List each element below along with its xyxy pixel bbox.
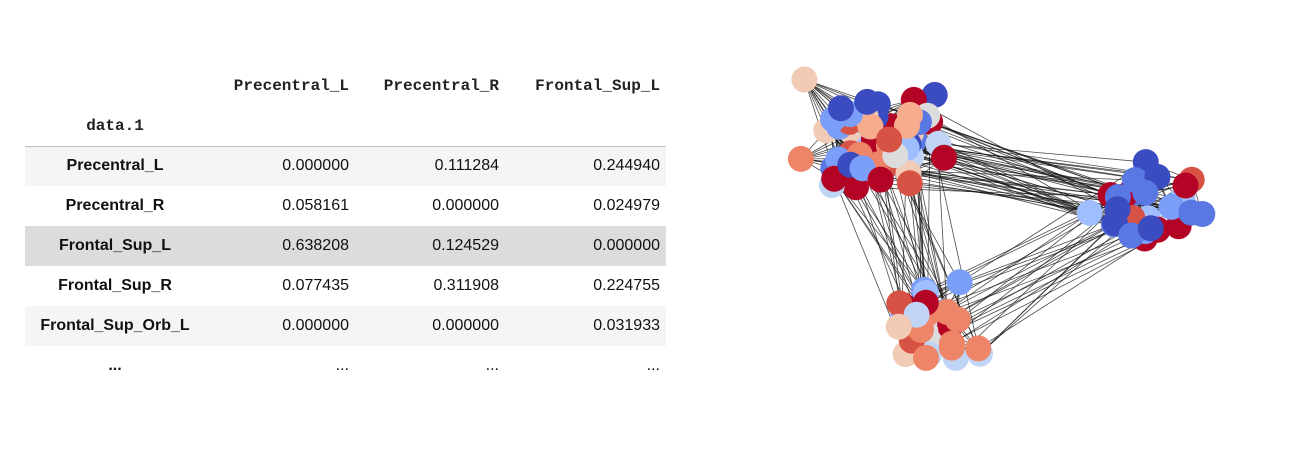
graph-edge bbox=[944, 222, 1116, 313]
graph-node bbox=[1132, 179, 1159, 206]
graph-node bbox=[1158, 193, 1185, 220]
table-cell: 0.124529 bbox=[432, 237, 499, 254]
graph-node bbox=[913, 344, 939, 371]
graph-edge bbox=[944, 212, 1090, 313]
row-label: Frontal_Sup_Orb_L bbox=[40, 317, 190, 334]
graph-nodes bbox=[787, 66, 1216, 371]
graph-node bbox=[867, 166, 894, 193]
network-graph-canvas bbox=[787, 66, 1216, 371]
dataframe-output: Precentral_L Precentral_R Frontal_Sup_L … bbox=[25, 66, 666, 386]
table-cell: ... bbox=[485, 357, 499, 374]
column-header-row: Precentral_L Precentral_R Frontal_Sup_L bbox=[25, 66, 666, 106]
graph-edge bbox=[909, 114, 1132, 195]
graph-node bbox=[1137, 215, 1164, 242]
table-cell: 0.224755 bbox=[593, 277, 660, 294]
corner-cell bbox=[25, 66, 205, 106]
row-label: ... bbox=[108, 357, 122, 374]
graph-node bbox=[1076, 199, 1103, 226]
graph-node bbox=[934, 298, 960, 325]
graph-node bbox=[938, 334, 965, 361]
graph-node bbox=[857, 113, 884, 140]
table-cell: 0.000000 bbox=[593, 237, 660, 254]
table-cell: 0.000000 bbox=[432, 317, 499, 334]
table-cell: 0.000000 bbox=[282, 157, 349, 175]
graph-node bbox=[1104, 196, 1131, 223]
graph-node bbox=[885, 313, 912, 340]
graph-node bbox=[854, 88, 881, 115]
graph-node bbox=[965, 335, 992, 362]
table-row-hovered[interactable]: Frontal_Sup_L 0.638208 0.124529 0.000000 bbox=[25, 226, 666, 266]
graph-node bbox=[1172, 172, 1199, 199]
table-cell: 0.638208 bbox=[282, 237, 349, 254]
graph-node bbox=[787, 145, 814, 172]
index-name-row: data.1 bbox=[25, 106, 666, 147]
row-label: Frontal_Sup_L bbox=[58, 237, 171, 254]
column-header: Precentral_L bbox=[233, 77, 349, 95]
graph-edge bbox=[957, 230, 1146, 320]
table-cell: 0.024979 bbox=[593, 197, 660, 214]
table-row-ellipsis: ... ... ... ... bbox=[25, 346, 666, 386]
table-cell: 0.311908 bbox=[433, 277, 499, 294]
row-label: Precentral_L bbox=[66, 157, 164, 175]
graph-node bbox=[946, 269, 973, 296]
table-row[interactable]: Precentral_R 0.058161 0.000000 0.024979 bbox=[25, 186, 666, 226]
graph-edge bbox=[955, 193, 1130, 359]
table-row[interactable]: Precentral_L 0.000000 0.111284 0.244940 bbox=[25, 146, 666, 186]
dataframe-table: Precentral_L Precentral_R Frontal_Sup_L … bbox=[25, 66, 666, 386]
graph-edge bbox=[938, 143, 1146, 163]
graph-node bbox=[827, 95, 854, 122]
table-cell: 0.111284 bbox=[434, 157, 499, 175]
table-cell: 0.058161 bbox=[282, 197, 349, 214]
table-cell: 0.031933 bbox=[593, 317, 660, 334]
graph-node bbox=[921, 81, 948, 108]
graph-node bbox=[876, 126, 903, 153]
table-cell: 0.000000 bbox=[282, 317, 349, 334]
row-label: Frontal_Sup_R bbox=[58, 277, 172, 294]
graph-node bbox=[791, 66, 818, 93]
row-label: Precentral_R bbox=[65, 197, 165, 214]
table-row[interactable]: Frontal_Sup_R 0.077435 0.311908 0.224755 bbox=[25, 266, 666, 306]
table-cell: ... bbox=[646, 357, 660, 374]
network-graph bbox=[700, 20, 1290, 430]
table-cell: 0.244940 bbox=[593, 157, 660, 175]
table-cell: 0.077435 bbox=[282, 277, 349, 294]
graph-node bbox=[1178, 199, 1205, 226]
graph-node bbox=[896, 170, 923, 197]
graph-node bbox=[1118, 222, 1145, 249]
column-header: Frontal_Sup_L bbox=[535, 77, 660, 95]
index-name: data.1 bbox=[25, 106, 205, 147]
graph-node bbox=[931, 144, 957, 171]
graph-edge bbox=[855, 186, 927, 294]
graph-edge bbox=[913, 99, 1133, 219]
table-cell: ... bbox=[335, 357, 349, 374]
graph-edge bbox=[884, 167, 1111, 196]
graph-node bbox=[897, 101, 923, 128]
table-cell: 0.000000 bbox=[432, 197, 499, 214]
column-header: Precentral_R bbox=[383, 77, 499, 95]
table-row[interactable]: Frontal_Sup_Orb_L 0.000000 0.000000 0.03… bbox=[25, 306, 666, 346]
